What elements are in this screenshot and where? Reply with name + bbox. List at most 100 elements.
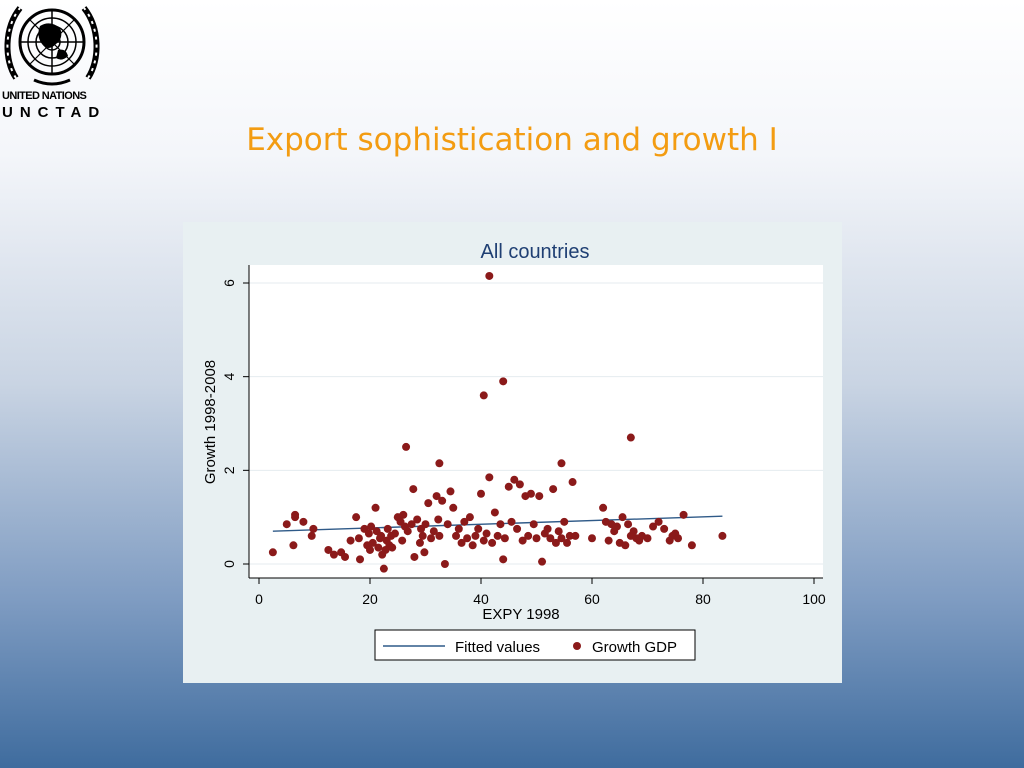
growth-gdp-point	[438, 496, 447, 505]
growth-gdp-point	[618, 513, 627, 522]
growth-gdp-point	[398, 536, 407, 545]
growth-gdp-point	[560, 517, 569, 526]
growth-gdp-point	[341, 552, 350, 561]
legend-fitted-label: Fitted values	[455, 639, 540, 656]
growth-gdp-point	[374, 543, 383, 552]
growth-gdp-point	[291, 513, 300, 522]
growth-gdp-point	[557, 534, 566, 543]
growth-gdp-point	[687, 541, 696, 550]
growth-gdp-point	[388, 543, 397, 552]
growth-gdp-point	[507, 517, 516, 526]
growth-gdp-point	[626, 433, 635, 442]
growth-gdp-point	[366, 545, 374, 554]
legend-growth-swatch	[573, 642, 581, 650]
growth-gdp-point	[538, 557, 547, 566]
growth-gdp-point	[649, 522, 658, 531]
growth-gdp-point	[599, 503, 608, 512]
growth-gdp-point	[368, 538, 377, 547]
growth-gdp-point	[289, 541, 298, 550]
growth-gdp-point	[413, 515, 422, 524]
growth-gdp-point	[674, 534, 683, 543]
growth-gdp-point	[546, 534, 555, 543]
growth-gdp-point	[504, 482, 513, 491]
growth-gdp-point	[309, 524, 318, 533]
growth-gdp-point	[500, 534, 509, 543]
x-tick-label: 60	[584, 591, 600, 607]
growth-gdp-point	[532, 534, 541, 543]
growth-gdp-point	[643, 534, 652, 543]
x-tick-label: 80	[695, 591, 711, 607]
growth-gdp-point	[479, 536, 488, 545]
growth-gdp-point	[479, 391, 488, 400]
growth-gdp-point	[429, 527, 438, 536]
growth-gdp-point	[452, 531, 461, 540]
growth-gdp-point	[499, 555, 508, 564]
growth-gdp-point	[463, 534, 472, 543]
growth-gdp-point	[524, 531, 533, 540]
growth-gdp-point	[440, 560, 449, 568]
growth-gdp-point	[493, 531, 502, 540]
growth-gdp-point	[718, 531, 727, 540]
growth-gdp-point	[565, 531, 574, 540]
growth-gdp-point	[446, 487, 455, 496]
growth-gdp-point	[329, 550, 338, 559]
chart-panel: All countries 0 2 4 6 0 20 40 60 80 100 EXPY 1998…	[183, 222, 842, 683]
legend-box	[374, 629, 696, 661]
growth-gdp-point	[482, 529, 491, 538]
y-axis-label: Growth 1998-2008	[202, 360, 219, 484]
growth-gdp-point	[449, 503, 458, 512]
growth-gdp-point	[588, 534, 596, 543]
growth-gdp-point	[515, 480, 524, 489]
chart-title: All countries	[481, 241, 590, 263]
growth-gdp-point	[496, 520, 505, 529]
x-tick-label: 0	[255, 591, 263, 607]
growth-gdp-point	[307, 531, 316, 540]
plot-area	[249, 265, 823, 578]
growth-gdp-point	[367, 522, 376, 531]
growth-gdp-point	[535, 492, 544, 501]
legend-growth-label: Growth GDP	[592, 639, 677, 656]
growth-gdp-point	[554, 527, 563, 536]
growth-gdp-point	[268, 548, 277, 557]
growth-gdp-point	[621, 541, 630, 550]
growth-gdp-point	[432, 492, 441, 501]
x-axis-label: EXPY 1998	[482, 606, 559, 623]
points-layer	[268, 271, 727, 573]
growth-gdp-point	[549, 485, 558, 494]
growth-gdp-point	[465, 513, 474, 522]
growth-gdp-point	[390, 529, 399, 538]
growth-gdp-point	[427, 534, 436, 543]
growth-gdp-point	[356, 555, 365, 564]
growth-gdp-point	[435, 531, 444, 540]
growth-gdp-point	[415, 538, 424, 547]
unctad-logo: UNITED NATIONS UNCTAD	[0, 0, 106, 126]
growth-gdp-point	[364, 529, 373, 538]
growth-gdp-point	[418, 531, 427, 540]
growth-gdp-point	[485, 473, 494, 482]
growth-gdp-point	[454, 524, 463, 533]
legend: Fitted values Growth GDP	[374, 629, 696, 661]
growth-gdp-point	[551, 538, 560, 547]
growth-gdp-point	[488, 538, 497, 547]
growth-gdp-point	[346, 536, 355, 545]
growth-gdp-point	[383, 524, 392, 533]
growth-gdp-point	[568, 478, 577, 487]
growth-gdp-point	[460, 517, 469, 526]
growth-gdp-point	[477, 489, 485, 498]
growth-gdp-point	[571, 531, 580, 540]
growth-gdp-point	[354, 534, 363, 543]
growth-gdp-point	[377, 531, 386, 540]
growth-gdp-point	[299, 517, 308, 526]
un-emblem-icon	[4, 6, 100, 86]
growth-gdp-point	[529, 520, 538, 529]
growth-gdp-point	[324, 545, 333, 554]
growth-gdp-point	[660, 524, 669, 533]
growth-gdp-point	[557, 459, 566, 468]
growth-gdp-point	[399, 510, 408, 519]
growth-gdp-point	[485, 271, 494, 280]
growth-gdp-point	[513, 524, 522, 533]
growth-gdp-point	[526, 489, 535, 498]
y-tick-label: 4	[221, 373, 237, 381]
